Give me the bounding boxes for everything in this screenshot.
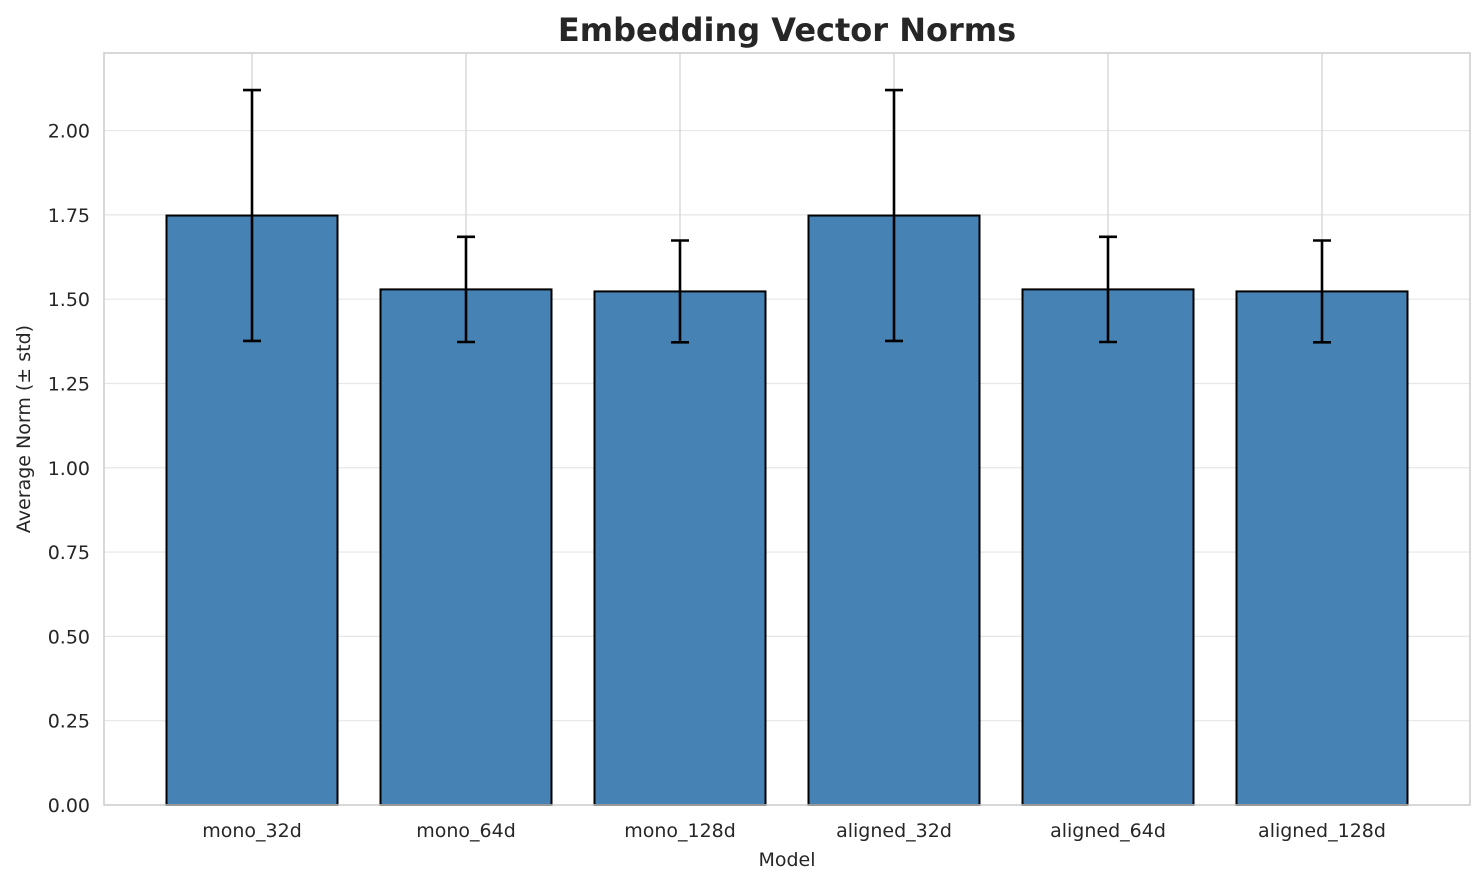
error-bar-aligned_128d <box>1313 239 1331 344</box>
error-bar-aligned_32d <box>885 88 903 343</box>
y-tick-label: 0.75 <box>48 542 90 564</box>
x-tick-label: mono_32d <box>202 820 302 842</box>
error-bar-mono_64d <box>457 235 475 344</box>
y-tick-label: 1.25 <box>48 373 90 395</box>
y-tick-label: 1.75 <box>48 205 90 227</box>
y-tick-label: 1.50 <box>48 289 90 311</box>
bar-mono_128d <box>593 290 767 806</box>
plot-frame <box>103 52 1471 806</box>
x-tick-label: aligned_64d <box>1050 820 1166 842</box>
y-axis-label: Average Norm (± std) <box>13 325 35 533</box>
bar-aligned_64d <box>1021 288 1195 806</box>
bar-mono_64d <box>379 288 553 806</box>
x-tick-label: mono_64d <box>416 820 516 842</box>
x-axis-label: Model <box>758 849 815 871</box>
y-tick-labels: 0.00 0.25 0.50 0.75 1.00 1.25 1.50 1.75 2.00 <box>48 121 90 817</box>
x-tick-label: mono_128d <box>624 820 736 842</box>
error-bar-aligned_64d <box>1099 235 1117 344</box>
y-tick-label: 2.00 <box>48 121 90 143</box>
bar-aligned_128d <box>1235 290 1409 806</box>
chart-title: Embedding Vector Norms <box>558 11 1016 49</box>
y-tick-label: 0.25 <box>48 711 90 733</box>
y-tick-label: 1.00 <box>48 458 90 480</box>
x-tick-labels: mono_32d mono_64d mono_128d aligned_32d alig… <box>202 820 1386 842</box>
bars <box>165 214 1409 806</box>
y-tick-label: 0.00 <box>48 795 90 817</box>
error-bar-mono_32d <box>243 88 261 343</box>
error-bars <box>243 88 1331 344</box>
x-tick-label: aligned_128d <box>1258 820 1386 842</box>
x-tick-label: aligned_32d <box>836 820 952 842</box>
error-bar-mono_128d <box>671 239 689 344</box>
y-tick-label: 0.50 <box>48 626 90 648</box>
